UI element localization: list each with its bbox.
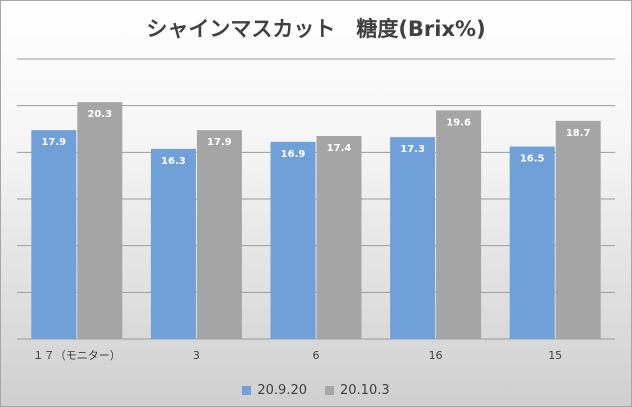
x-tick-label: 3 <box>193 349 200 362</box>
bar <box>196 130 242 339</box>
bar <box>436 110 482 339</box>
legend-label-series-1: 20.9.20 <box>257 383 307 398</box>
legend-label-series-2: 20.10.3 <box>340 383 390 398</box>
data-label: 16.3 <box>161 156 186 167</box>
bar <box>509 146 555 339</box>
x-tick-label: 6 <box>313 349 320 362</box>
x-tick-label: 16 <box>429 349 443 362</box>
data-label: 16.9 <box>281 149 306 160</box>
data-label: 20.3 <box>87 109 112 120</box>
bar <box>31 130 77 339</box>
legend-item-series-2: 20.10.3 <box>325 383 390 398</box>
bar <box>150 148 196 339</box>
x-tick-label: 15 <box>548 349 562 362</box>
legend-item-series-1: 20.9.20 <box>242 383 307 398</box>
x-tick-label: １７（モニター） <box>33 349 121 362</box>
data-label: 17.9 <box>207 137 232 148</box>
data-label: 17.3 <box>400 144 425 155</box>
bar <box>77 102 123 340</box>
chart-title: シャインマスカット 糖度(Brix%) <box>146 17 486 41</box>
chart-legend: 20.9.20 20.10.3 <box>1 383 631 398</box>
bar <box>316 136 362 339</box>
data-label: 18.7 <box>566 128 591 139</box>
legend-swatch-series-2 <box>325 386 334 395</box>
bar <box>270 141 316 339</box>
data-label: 17.9 <box>41 137 66 148</box>
bar <box>555 120 601 339</box>
data-label: 17.4 <box>327 143 352 154</box>
legend-swatch-series-1 <box>242 386 252 395</box>
bar <box>390 137 436 339</box>
data-label: 16.5 <box>520 154 545 165</box>
data-label: 19.6 <box>446 117 471 128</box>
